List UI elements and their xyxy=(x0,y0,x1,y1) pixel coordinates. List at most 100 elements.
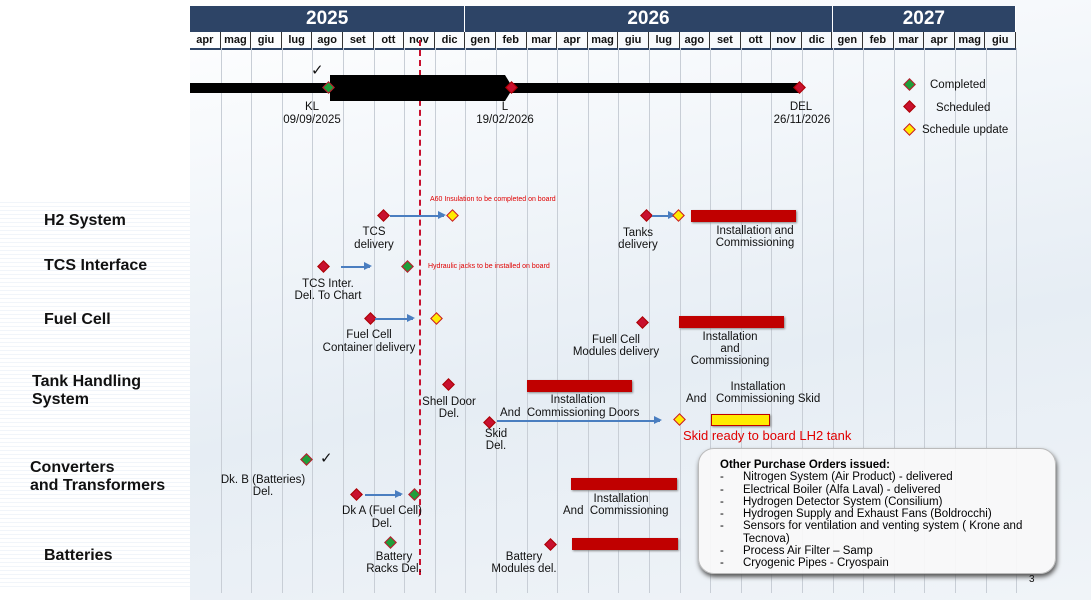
month-ott: ott xyxy=(374,32,405,48)
arrow-icon xyxy=(497,417,662,423)
gridline xyxy=(985,48,987,593)
month-set: set xyxy=(343,32,374,48)
month-dic: dic xyxy=(802,32,833,48)
gridline xyxy=(832,48,834,593)
year-2025: 2025 xyxy=(190,6,466,32)
tcs-delivery-label: TCS xyxy=(362,226,386,238)
order-item: - Hydrogen Supply and Exhaust Fans (Boldr… xyxy=(720,508,1055,520)
month-giu: giu xyxy=(985,32,1017,48)
row-fuel-cell: Fuel Cell xyxy=(44,311,111,328)
gridline xyxy=(312,48,314,593)
gridline xyxy=(281,48,283,593)
month-ago: ago xyxy=(680,32,711,48)
gridline xyxy=(496,48,497,593)
order-text: Process Air Filter – Samp xyxy=(743,545,873,558)
h2-install-bar xyxy=(691,210,796,222)
row-converters-2: and Transformers xyxy=(30,477,166,494)
skid-install-label: Installation xyxy=(730,381,786,393)
arrow-icon xyxy=(341,263,372,269)
fc-container-label: Fuel Cell xyxy=(346,329,392,341)
gridline xyxy=(526,48,528,593)
month-ott: ott xyxy=(741,32,772,48)
tanks-delivery-label: Tanks xyxy=(622,227,654,239)
order-text: Nitrogen System (Air Product) - delivere… xyxy=(743,471,953,484)
order-item: - Sensors for ventilation and venting sys… xyxy=(720,520,1055,545)
month-apr: apr xyxy=(557,32,588,48)
kl-label: KL xyxy=(304,101,320,113)
order-text: Hydrogen Detector System (Consilium) xyxy=(743,495,943,508)
month-ago: ago xyxy=(312,32,343,48)
order-item: - Hydrogen Detector System (Consilium) xyxy=(720,496,1055,508)
row-tank-handling-1: Tank Handling xyxy=(32,373,142,390)
skid-note: Skid ready to board LH2 tank xyxy=(683,428,852,443)
month-mar: mar xyxy=(894,32,925,48)
battery-modules-label: Modules del. xyxy=(491,563,557,575)
order-item: - Cryogenic Pipes - Cryospain xyxy=(720,557,1055,569)
order-text: Sensors for ventilation and venting syst… xyxy=(743,520,1023,545)
gridline xyxy=(863,48,865,593)
battery-install-bar xyxy=(572,538,678,550)
month-apr: apr xyxy=(190,32,221,48)
tanks-delivery-label: delivery xyxy=(618,239,658,251)
dash-bullet: - xyxy=(720,557,724,570)
order-text: Cryogenic Pipes - Cryospain xyxy=(743,557,889,570)
battery-modules-label: Battery xyxy=(505,551,543,563)
arrow-icon xyxy=(390,212,446,218)
dkb-label: Dk. B (Batteries) xyxy=(220,474,306,486)
order-item: - Electrical Boiler (Alfa Laval) - delive… xyxy=(720,484,1055,496)
year-2027: 2027 xyxy=(832,6,1017,32)
check-icon: ✓ xyxy=(320,450,333,467)
l-label: L xyxy=(501,101,509,113)
fc-container-label: Container delivery xyxy=(322,342,416,354)
orders-list: - Nitrogen System (Air Product) - deliver… xyxy=(720,471,1055,569)
year-header: 2025 2026 2027 xyxy=(190,6,1017,32)
del-date: 26/11/2026 xyxy=(773,114,831,126)
doors-install-label: And Commissioning Doors xyxy=(500,407,640,419)
tcs-inter-label: TCS Inter. xyxy=(302,278,354,290)
gridline xyxy=(251,48,253,593)
a60-note: A60 Insulation to be completed on board xyxy=(430,196,556,203)
row-label-background xyxy=(0,200,190,590)
timeline-block xyxy=(330,75,505,101)
conv-install-bar xyxy=(571,478,677,490)
month-mar: mar xyxy=(527,32,558,48)
hydraulic-note: Hydraulic jacks to be installed on board xyxy=(428,263,550,270)
month-nov: nov xyxy=(771,32,802,48)
h2-install-label: Commissioning xyxy=(715,237,795,249)
dash-bullet: - xyxy=(720,483,724,496)
month-mag: mag xyxy=(955,32,986,48)
dash-bullet: - xyxy=(720,495,724,508)
gridline xyxy=(649,48,650,593)
dash-bullet: - xyxy=(720,508,724,521)
row-tcs-interface: TCS Interface xyxy=(44,257,148,274)
month-lug: lug xyxy=(649,32,680,48)
today-line xyxy=(419,40,421,575)
month-mag: mag xyxy=(588,32,619,48)
month-gen: gen xyxy=(465,32,496,48)
dash-bullet: - xyxy=(720,545,724,558)
dash-bullet: - xyxy=(720,471,724,484)
order-text: Hydrogen Supply and Exhaust Fans (Boldro… xyxy=(743,508,992,521)
fc-install-label: and xyxy=(720,343,740,355)
arrow-icon xyxy=(365,491,403,497)
l-date: 19/02/2026 xyxy=(476,114,534,126)
month-feb: feb xyxy=(863,32,894,48)
legend-update: Schedule update xyxy=(922,124,1009,136)
battery-racks-label: Racks Del. xyxy=(366,563,422,575)
kl-date: 09/09/2025 xyxy=(283,114,341,126)
row-batteries: Batteries xyxy=(44,547,113,564)
gridline xyxy=(343,48,344,593)
month-apr: apr xyxy=(924,32,955,48)
gridline xyxy=(893,48,895,593)
shell-door-label: Shell Door xyxy=(422,396,476,408)
battery-racks-label: Battery xyxy=(375,551,413,563)
shell-door-label: Del. xyxy=(438,408,460,420)
gridline xyxy=(465,48,467,593)
row-h2-system: H2 System xyxy=(44,212,126,229)
skid-label: Del. xyxy=(485,440,507,452)
row-converters-1: Converters xyxy=(30,459,115,476)
del-label: DEL xyxy=(789,101,813,113)
order-item: - Process Air Filter – Samp xyxy=(720,545,1055,557)
month-lug: lug xyxy=(282,32,313,48)
gridline xyxy=(618,48,620,593)
